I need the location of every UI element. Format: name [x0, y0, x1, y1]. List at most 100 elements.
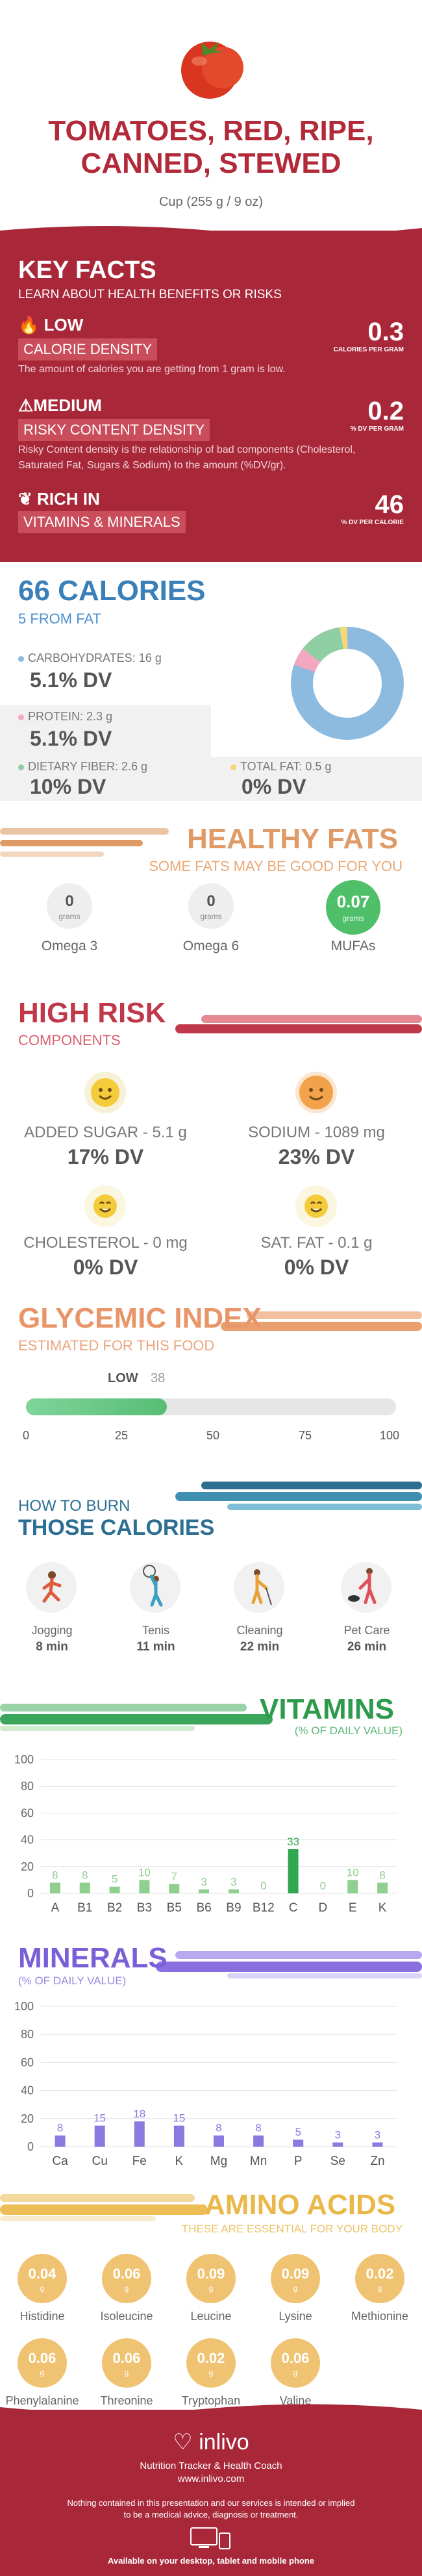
x-tick-label: B9 — [226, 1901, 241, 1915]
decor-stripes-right — [175, 1482, 422, 1510]
rich-in-level-text: RICH IN — [37, 489, 100, 509]
protein-label: PROTEIN: 2.3 g — [18, 710, 112, 724]
bar-A — [49, 1882, 60, 1893]
amino-value: 0.09 — [197, 2266, 225, 2282]
amino-circle: 0.06 g — [18, 2338, 67, 2388]
calorie-density-level-text: LOW — [43, 315, 84, 335]
risky-content-label: RISKY CONTENT DENSITY — [18, 419, 210, 441]
added-sugar-label: ADDED SUGAR - 5.1 g — [24, 1124, 187, 1141]
decor-stripes-left — [0, 1704, 273, 1731]
bar-Fe — [134, 2121, 145, 2147]
bar-value-label: 8 — [379, 1869, 385, 1882]
x-tick-label: Cu — [92, 2154, 108, 2168]
glycemic-scale-track — [26, 1398, 396, 1415]
amino-label: Lysine — [279, 2310, 312, 2323]
decor-stripes-left — [0, 828, 169, 857]
mufas-unit: grams — [342, 914, 364, 923]
glycemic-section: GLYCEMIC INDEX ESTIMATED FOR THIS FOOD L… — [0, 1283, 422, 1478]
healthy-fats-title: HEALTHY FATS — [187, 823, 399, 855]
amino-unit: g — [208, 2368, 214, 2377]
amino-circle: 0.09 g — [271, 2254, 320, 2303]
bar-B1 — [79, 1882, 90, 1893]
bar-value-label: 3 — [230, 1876, 236, 1888]
bar-Zn — [372, 2142, 383, 2147]
bar-value-label: 10 — [138, 1866, 151, 1878]
amino-value: 0.06 — [28, 2350, 56, 2366]
cholesterol-label: CHOLESTEROL - 0 mg — [23, 1234, 188, 1252]
amino-unit: g — [40, 2368, 45, 2377]
feather-icon: ❦ — [18, 489, 32, 509]
amino-unit: g — [293, 2284, 298, 2293]
cleaning-icon — [234, 1562, 284, 1613]
burn-title-line1: HOW TO BURN — [18, 1497, 130, 1515]
amino-circle: 0.02 g — [186, 2338, 236, 2388]
amino-unit: g — [377, 2284, 382, 2293]
bar-B9 — [228, 1889, 239, 1893]
footer-url[interactable]: www.inlivo.com — [177, 2473, 245, 2484]
amino-label: Threonine — [100, 2394, 153, 2407]
amino-unit: g — [40, 2284, 45, 2293]
tennis-icon — [130, 1562, 180, 1613]
calorie-density-unit: CALORIES PER GRAM — [333, 346, 404, 353]
bar-value-label: 15 — [173, 2112, 185, 2125]
risky-content-level-text: MEDIUM — [33, 396, 102, 415]
x-tick-label: B1 — [77, 1901, 92, 1915]
bar-value-label: 33 — [287, 1836, 299, 1848]
x-tick-label: B5 — [167, 1901, 182, 1915]
bar-Se — [332, 2142, 343, 2147]
mufas-circle: 0.07 grams — [326, 880, 380, 935]
heart-icon: ♡ — [173, 2430, 193, 2455]
vitamins-title: VITAMINS — [260, 1693, 394, 1725]
amino-circle: 0.09 g — [186, 2254, 236, 2303]
fat-label-text: TOTAL FAT: 0.5 g — [240, 760, 332, 773]
bar-value-label: 8 — [57, 2122, 63, 2134]
protein-label-text: PROTEIN: 2.3 g — [28, 710, 113, 723]
amino-title: AMINO ACIDS — [205, 2189, 396, 2221]
pet-care-label: Pet Care — [343, 1624, 390, 1637]
pet-care-time: 26 min — [347, 1640, 387, 1654]
carbs-label: CARBOHYDRATES: 16 g — [18, 651, 162, 665]
bar-value-label: 0 — [260, 1880, 266, 1892]
rich-in-unit: % DV PER CALORIE — [341, 519, 404, 526]
x-tick-label: P — [294, 2154, 303, 2168]
bar-B3 — [139, 1880, 150, 1893]
x-tick-label: C — [289, 1901, 298, 1915]
risky-content-desc: Risky Content density is the relationshi… — [18, 444, 356, 471]
x-tick-label: B12 — [253, 1901, 275, 1915]
amino-circle: 0.04 g — [18, 2254, 67, 2303]
x-tick-label: E — [349, 1901, 357, 1915]
bar-Mn — [253, 2135, 264, 2147]
protein-dot — [18, 714, 24, 720]
amino-value: 0.06 — [112, 2350, 141, 2366]
glycemic-tick: 75 — [298, 1429, 312, 1442]
x-tick-label: K — [379, 1901, 387, 1915]
bar-value-label: 8 — [216, 2122, 221, 2134]
bar-value-label: 3 — [335, 2129, 341, 2141]
amino-label: Isoleucine — [100, 2310, 153, 2323]
bar-value-label: 15 — [93, 2112, 106, 2125]
protein-dv: 5.1% DV — [30, 727, 112, 750]
minerals-bar-chart: 0 20 40 60 80 100 8 Ca 15 Cu 18 Fe 15 K 8 Mg 8 Mn 5 P 3 Se 3 Zn — [14, 2000, 397, 2168]
rich-in-label: VITAMINS & MINERALS — [18, 511, 186, 533]
amino-value: 0.06 — [281, 2350, 310, 2366]
amino-unit: g — [124, 2368, 129, 2377]
amino-circle: 0.02 g — [355, 2254, 404, 2303]
decor-stripes-left — [0, 2194, 208, 2221]
bar-B5 — [169, 1884, 180, 1893]
sodium-dv: 23% DV — [278, 1145, 355, 1168]
key-facts-title: KEY FACTS — [18, 257, 156, 284]
amino-unit: g — [124, 2284, 129, 2293]
x-tick-label: K — [175, 2154, 184, 2168]
vitamins-section: VITAMINS (% OF DAILY VALUE) 0 20 40 60 80 100… — [0, 1686, 422, 1929]
amino-label: Valine — [279, 2394, 312, 2407]
bar-value-label: 5 — [112, 1873, 118, 1886]
protein-box — [0, 705, 211, 757]
footer-available: Available on your desktop, tablet and mo… — [107, 2556, 315, 2566]
fiber-dv: 10% DV — [30, 775, 106, 798]
cleaning-label: Cleaning — [236, 1624, 283, 1637]
fat-dv: 0% DV — [242, 775, 306, 798]
cholesterol-dv: 0% DV — [73, 1256, 138, 1279]
added-sugar-smiley-icon — [84, 1072, 126, 1113]
glycemic-tick: 25 — [114, 1429, 129, 1442]
amino-value: 0.02 — [197, 2350, 225, 2366]
